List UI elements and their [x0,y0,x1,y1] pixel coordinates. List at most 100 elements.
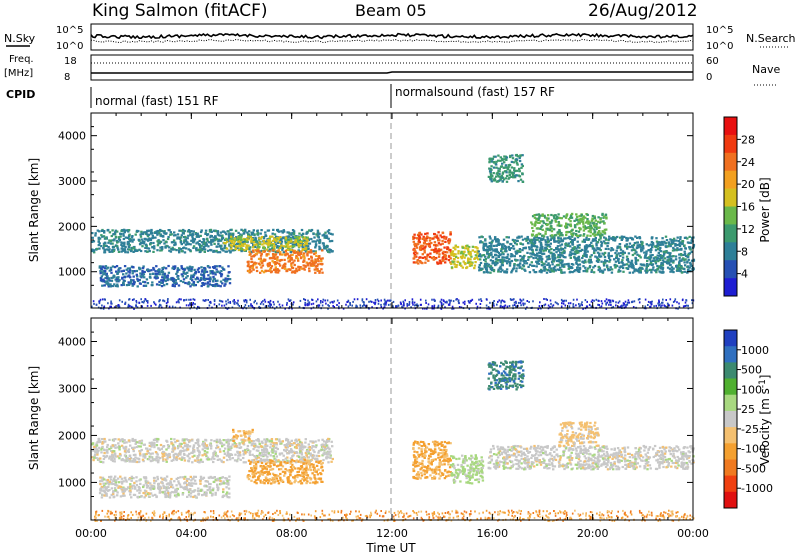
power-echo-cell [572,252,575,255]
power-speckle [249,298,251,301]
power-echo-cell [128,267,132,270]
power-echo-cell [502,178,506,181]
power-echo-cell [616,258,620,262]
power-speckle [225,300,227,303]
power-speckle [597,303,599,306]
power-echo-cell [496,250,499,253]
power-echo-cell [669,270,672,273]
power-echo-cell [594,219,597,222]
power-echo-cell [198,279,201,282]
power-speckle [223,304,226,307]
power-speckle [213,303,216,306]
power-echo-cell [619,236,622,239]
cpid-segment-1: normal (fast) 151 RF [95,94,219,108]
power-echo-cell [206,285,210,288]
power-echo-cell [229,244,233,247]
velocity-speckle [596,512,598,515]
power-echo-cell [520,163,524,166]
power-speckle [550,302,552,305]
velocity-speckle [147,516,150,519]
power-echo-cell [298,238,302,241]
power-echo-cell [307,258,311,261]
power-echo-cell [209,236,212,239]
velocity-speckle [655,517,657,520]
power-speckle [267,304,270,307]
power-echo-cell [184,240,188,243]
power-echo-cell [220,273,224,276]
power-echo-cell [259,232,262,235]
power-echo-cell [221,236,225,239]
power-speckle [437,304,440,307]
power-echo-cell [517,263,520,266]
power-echo-cell [668,258,671,261]
power-echo-cell [112,249,116,253]
power-echo-cell [659,271,662,274]
power-echo-cell [448,238,452,241]
velocity-speckle [469,514,471,517]
velocity-speckle [321,509,324,512]
power-echo-cell [507,245,510,248]
power-echo-cell [176,269,179,272]
power-echo-cell [579,227,582,231]
power-echo-cell [225,250,229,253]
velocity-speckle [268,517,271,520]
power-echo-cell [123,265,127,268]
power-echo-cell [105,272,108,275]
velocity-speckle [131,513,134,516]
power-echo-cell [549,270,552,273]
power-echo-cell [512,161,516,164]
power-colorbar-tick-label: 20 [741,178,755,191]
power-echo-cell [499,159,502,162]
power-speckle [380,306,383,308]
power-echo-cell [206,282,209,285]
power-echo-cell [165,283,169,286]
velocity-speckle [109,512,112,515]
power-echo-cell [508,169,512,172]
power-echo-cell [280,253,284,256]
velocity-speckle [579,513,582,516]
power-colorbar-segment [724,188,737,207]
power-echo-cell [497,159,500,162]
power-echo-cell [314,258,317,261]
power-echo-cell [499,270,502,273]
power-echo-cell [146,238,149,241]
power-speckle [451,307,453,310]
power-speckle [411,301,414,304]
power-echo-cell [489,259,493,262]
power-echo-cell [311,259,314,262]
power-echo-cell [568,266,571,269]
nsky-trace [90,32,694,40]
power-speckle [142,301,145,304]
power-echo-cell [124,251,127,254]
power-echo-cell [674,242,677,246]
power-echo-cell [539,237,542,240]
power-echo-cell [531,215,535,218]
power-echo-cell [632,244,636,247]
power-echo-cell [527,246,531,249]
power-echo-cell [256,251,260,254]
power-echo-cell [528,263,532,266]
power-echo-cell [626,263,629,266]
power-echo-cell [535,245,538,248]
power-echo-cell [419,246,422,249]
power-echo-cell [167,264,170,268]
power-echo-cell [510,269,514,272]
power-echo-cell [153,247,156,250]
power-echo-cell [484,239,487,242]
power-echo-cell [478,264,481,267]
power-echo-cell [513,264,516,267]
power-echo-cell [254,240,257,243]
power-echo-cell [571,239,574,242]
power-echo-cell [479,258,482,261]
power-echo-cell [192,246,195,249]
power-speckle [526,300,529,302]
power-echo-cell [164,240,168,243]
power-echo-cell [213,284,216,288]
power-echo-cell [190,268,193,271]
power-echo-cell [536,262,539,265]
power-speckle [133,298,135,301]
power-echo-cell [485,271,488,274]
power-echo-cell [551,255,555,258]
power-echo-cell [97,237,100,240]
power-echo-cell [641,263,644,266]
